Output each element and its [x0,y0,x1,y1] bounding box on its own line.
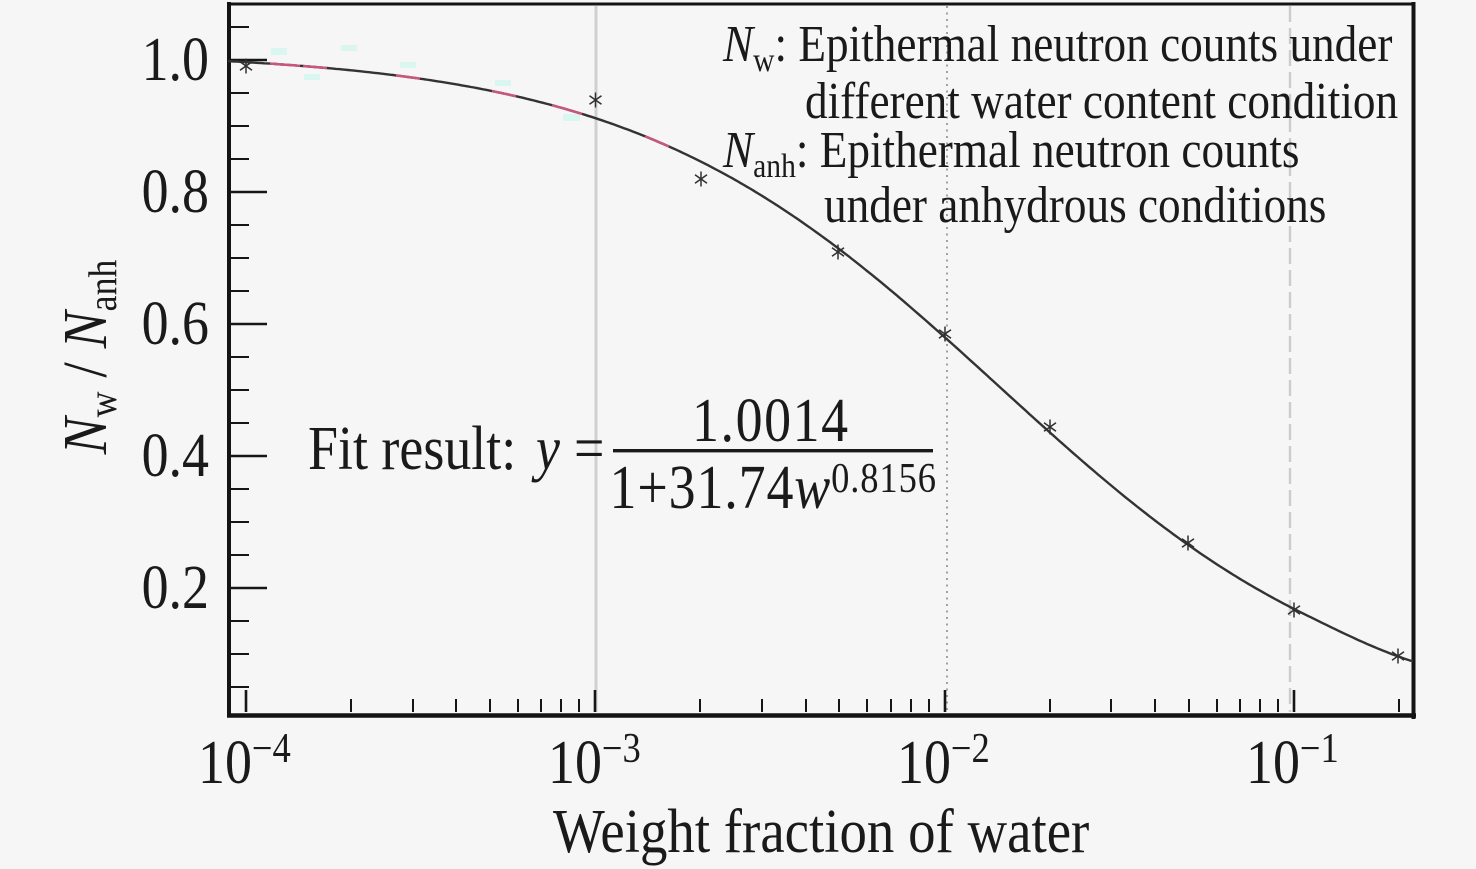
svg-text:Fit result:: Fit result: [308,414,516,483]
svg-text:under anhydrous conditions: under anhydrous conditions [824,176,1326,234]
svg-text:0.2: 0.2 [142,553,209,622]
svg-text:Weight fraction of water: Weight fraction of water [553,797,1089,866]
svg-text:different water content condit: different water content condition [805,72,1398,130]
svg-text:Nanh: Epithermal neutron count: Nanh: Epithermal neutron counts [722,121,1299,184]
svg-text:=: = [574,414,604,483]
svg-text:Nw / Nanh: Nw / Nanh [51,260,125,456]
svg-text:1.0: 1.0 [142,25,209,94]
svg-text:y: y [531,414,560,483]
svg-text:1+31.74w0.8156: 1+31.74w0.8156 [610,453,937,522]
svg-text:0.6: 0.6 [142,289,209,358]
svg-text:Nw: Epithermal neutron counts: Nw: Epithermal neutron counts under [722,15,1392,78]
svg-text:1.0014: 1.0014 [692,386,850,455]
svg-text:0.4: 0.4 [142,421,209,490]
svg-text:0.8: 0.8 [142,157,209,226]
